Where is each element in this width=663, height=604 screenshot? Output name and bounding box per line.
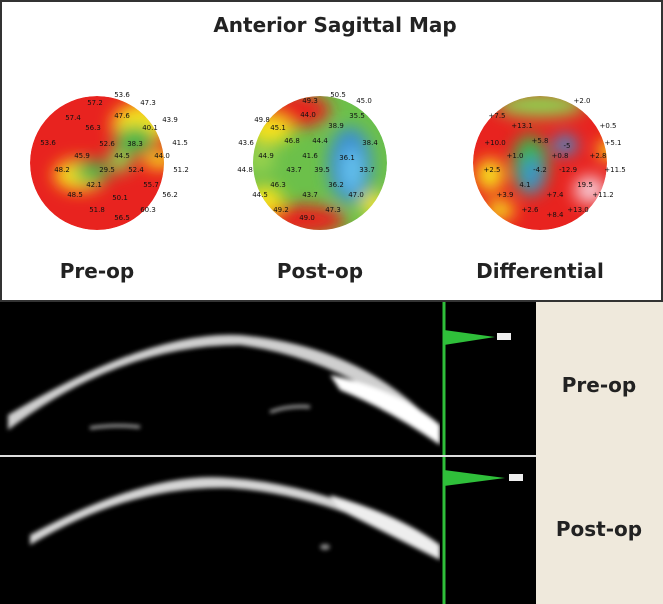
map-value: 49.0 xyxy=(299,214,315,222)
map-value: +1.0 xyxy=(507,152,524,160)
map-value: 38.4 xyxy=(362,139,378,147)
panel-title: Anterior Sagittal Map xyxy=(213,13,456,37)
map-value: 46.3 xyxy=(270,181,286,189)
map-value: +11.5 xyxy=(604,166,625,174)
map-value: 36.1 xyxy=(339,154,355,162)
map-value: 60.3 xyxy=(140,206,156,214)
map-value: 47.0 xyxy=(348,191,364,199)
map-value: 53.6 xyxy=(40,139,56,147)
map-value: 35.5 xyxy=(349,112,365,120)
map-value: 56.3 xyxy=(85,124,101,132)
map-value: 49.8 xyxy=(254,116,270,124)
map-value: +3.9 xyxy=(497,191,514,199)
map-value: +11.2 xyxy=(592,191,613,199)
map-value: +10.0 xyxy=(484,139,505,147)
map-value: 36.2 xyxy=(328,181,344,189)
map-value: -12.9 xyxy=(559,166,577,174)
map-value: -4.2 xyxy=(533,166,547,174)
map-value: 44.4 xyxy=(312,137,328,145)
map-value: 49.2 xyxy=(273,206,289,214)
map-value: 45.1 xyxy=(270,124,286,132)
map-label: Differential xyxy=(476,259,604,283)
map-value: 44.8 xyxy=(237,166,253,174)
map-value: 51.8 xyxy=(89,206,105,214)
map-value: 43.6 xyxy=(238,139,254,147)
map-value: 57.4 xyxy=(65,114,81,122)
map-value: 44.0 xyxy=(154,152,170,160)
map-value: -5 xyxy=(564,142,571,150)
map-value: 42.1 xyxy=(86,181,102,189)
map-value: 44.5 xyxy=(114,152,130,160)
map-label: Post-op xyxy=(277,259,363,283)
map-value: 29.5 xyxy=(99,166,115,174)
map-value: 47.3 xyxy=(325,206,341,214)
map-value: 48.5 xyxy=(67,191,83,199)
map-value: 50.5 xyxy=(330,91,346,99)
map-value: 19.5 xyxy=(577,181,593,189)
oct-label: Pre-op xyxy=(562,373,636,397)
map-value: 38.9 xyxy=(328,122,344,130)
map-value: 47.3 xyxy=(140,99,156,107)
map-value: 40.1 xyxy=(142,124,158,132)
figure: Anterior Sagittal Map xyxy=(0,0,663,604)
map-value: +13.1 xyxy=(511,122,532,130)
histogram-strip xyxy=(440,302,536,604)
map-value: 55.7 xyxy=(143,181,159,189)
map-value: 57.2 xyxy=(87,99,103,107)
map-value: 48.2 xyxy=(54,166,70,174)
map-value: 45.9 xyxy=(74,152,90,160)
map-value: +7.5 xyxy=(489,112,506,120)
map-label: Pre-op xyxy=(60,259,134,283)
map-value: 41.6 xyxy=(302,152,318,160)
map-value: 38.3 xyxy=(127,140,143,148)
map-value: +5.8 xyxy=(532,137,549,145)
map-value: 52.4 xyxy=(128,166,144,174)
map-value: +2.6 xyxy=(522,206,540,214)
map-value: 41.5 xyxy=(172,139,188,147)
map-value: 46.8 xyxy=(284,137,300,145)
map-value: 4.1 xyxy=(519,181,530,189)
map-value: 45.0 xyxy=(356,97,372,105)
map-value: 49.3 xyxy=(302,97,318,105)
map-value: 56.5 xyxy=(114,214,130,222)
map-value: +0.8 xyxy=(552,152,569,160)
map-value: 51.2 xyxy=(173,166,189,174)
map-value: 33.7 xyxy=(359,166,375,174)
map-value: +7.4 xyxy=(547,191,565,199)
map-value: 43.7 xyxy=(302,191,318,199)
map-value: 50.1 xyxy=(112,194,128,202)
label-panel xyxy=(536,302,663,604)
map-value: +13.0 xyxy=(567,206,588,214)
map-value: +2.0 xyxy=(574,97,591,105)
oct-image xyxy=(0,302,440,604)
oct-label: Post-op xyxy=(556,517,642,541)
map-value: 43.9 xyxy=(162,116,178,124)
map-value: 39.5 xyxy=(314,166,330,174)
map-value: 44.0 xyxy=(300,111,316,119)
map-value: 53.6 xyxy=(114,91,130,99)
map-value: +8.4 xyxy=(547,211,565,219)
map-value: 56.2 xyxy=(162,191,178,199)
map-value: 47.6 xyxy=(114,112,130,120)
map-value: +0.5 xyxy=(600,122,617,130)
map-value: +2.8 xyxy=(590,152,607,160)
map-value: +5.1 xyxy=(605,139,622,147)
map-value: +2.5 xyxy=(484,166,501,174)
map-value: 43.7 xyxy=(286,166,302,174)
map-value: 52.6 xyxy=(99,140,115,148)
map-value: 44.9 xyxy=(258,152,274,160)
map-value: 44.5 xyxy=(252,191,268,199)
